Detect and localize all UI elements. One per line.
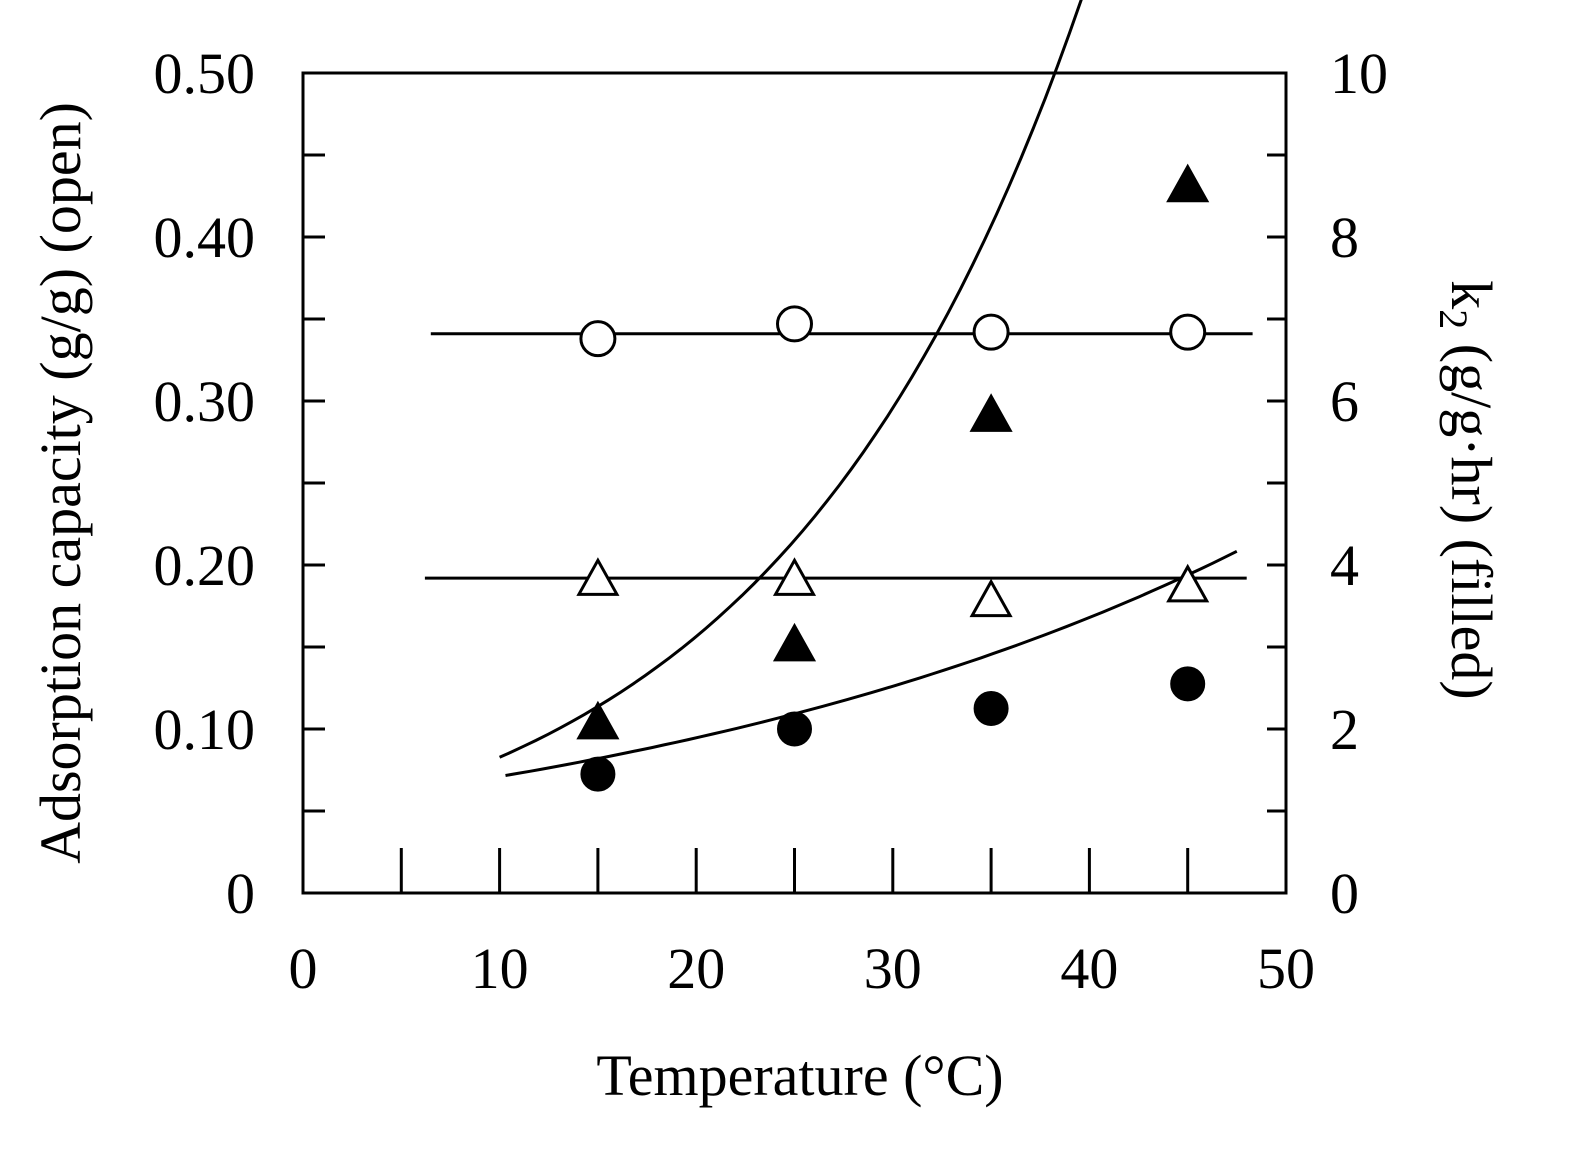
y-left-tick-label: 0.50 xyxy=(154,41,256,106)
y-right-axis-title: k2 (g/g·hr) (filled) xyxy=(1431,280,1504,699)
open-triangle-marker xyxy=(969,578,1013,618)
x-axis-title: Temperature (°C) xyxy=(596,1043,1003,1108)
y-left-tick-label: 0.10 xyxy=(154,697,256,762)
y-right-tick-label: 6 xyxy=(1330,369,1359,434)
markers xyxy=(576,163,1210,792)
x-tick-label: 50 xyxy=(1257,936,1315,1001)
x-tick-label: 30 xyxy=(864,936,922,1001)
x-tick-label: 20 xyxy=(667,936,725,1001)
open-triangle-marker xyxy=(1166,563,1210,603)
y-left-tick-label: 0.20 xyxy=(154,533,256,598)
open-triangle-marker xyxy=(576,557,620,596)
y-left-axis-title: Adsorption capacity (g/g) (open) xyxy=(28,102,93,864)
filled-circle-fit-line xyxy=(505,549,1238,777)
y-left-tick-label: 0.30 xyxy=(154,369,256,434)
y-right-tick-label: 2 xyxy=(1330,697,1359,762)
x-tick-label: 40 xyxy=(1060,936,1118,1001)
x-tick-label: 0 xyxy=(289,936,318,1001)
filled-triangle-marker xyxy=(772,622,817,662)
open-circle-marker xyxy=(972,313,1010,351)
filled-triangle-marker xyxy=(1166,163,1210,203)
filled-triangle-marker xyxy=(969,393,1013,432)
plot-frame xyxy=(301,71,1288,895)
y-right-tick-label: 0 xyxy=(1330,861,1359,926)
x-tick-label: 10 xyxy=(471,936,529,1001)
filled-circle-marker xyxy=(580,756,616,792)
open-circle-marker xyxy=(776,305,813,343)
filled-triangle-fit-line xyxy=(498,0,1083,759)
fit-lines xyxy=(424,0,1253,777)
open-triangle-marker xyxy=(772,557,817,596)
y-right-title-suffix: (g/g·hr) (filled) xyxy=(1439,329,1504,699)
filled-triangle-marker xyxy=(576,700,620,740)
y-right-tick-label: 8 xyxy=(1330,205,1359,270)
y-left-tick-label: 0 xyxy=(226,861,255,926)
filled-circle-marker xyxy=(1170,666,1206,702)
filled-circle-marker xyxy=(973,691,1009,726)
y-right-title-prefix: k xyxy=(1439,280,1504,309)
y-right-tick-label: 10 xyxy=(1330,41,1388,106)
filled-circle-marker xyxy=(777,711,812,747)
open-circle-marker xyxy=(1169,313,1207,351)
y-right-title-subscript: 2 xyxy=(1431,309,1476,329)
y-left-tick-label: 0.40 xyxy=(154,205,256,270)
open-circle-marker xyxy=(579,320,617,358)
y-right-tick-label: 4 xyxy=(1330,533,1359,598)
ticks xyxy=(303,153,1286,893)
